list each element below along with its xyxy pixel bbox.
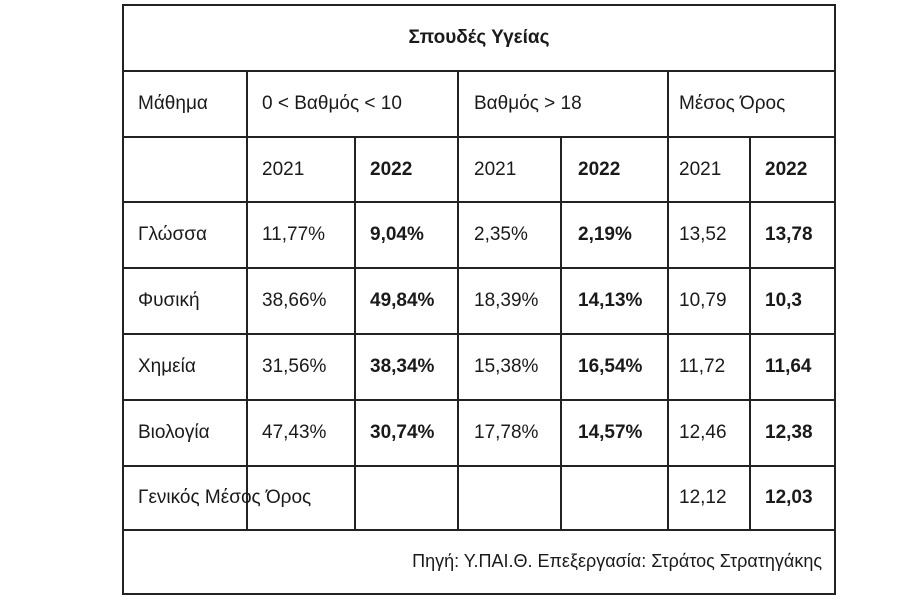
health-studies-table: Σπουδές Υγείας Μάθημα 0 < Βαθμός < 10 Βα… — [122, 4, 836, 595]
table-cell: 2,19% — [578, 224, 632, 245]
header-subject: Μάθημα — [138, 93, 208, 114]
table-title: Σπουδές Υγείας — [408, 27, 550, 48]
table-cell: 10,3 — [765, 290, 802, 311]
table-cell: 12,38 — [765, 422, 813, 443]
table-cell: 47,43% — [262, 422, 327, 443]
table-border — [749, 136, 751, 529]
table-border — [124, 529, 834, 531]
overall-average-2022: 12,03 — [765, 487, 813, 508]
table-border — [354, 136, 356, 529]
table-cell: 38,66% — [262, 290, 327, 311]
table-border — [124, 333, 834, 335]
table-border — [560, 136, 562, 529]
year-2022: 2022 — [765, 158, 808, 180]
subject-chemistry: Χημεία — [138, 356, 196, 377]
year-2022: 2022 — [370, 158, 413, 180]
table-cell: 17,78% — [474, 422, 539, 443]
table-border — [124, 465, 834, 467]
table-cell: 14,57% — [578, 422, 643, 443]
header-average: Μέσος Όρος — [679, 93, 786, 114]
table-cell: 12,46 — [679, 422, 727, 443]
table-cell: 13,52 — [679, 224, 727, 245]
table-border — [124, 399, 834, 401]
year-2022: 2022 — [578, 158, 621, 180]
year-2021: 2021 — [474, 158, 517, 180]
table-border — [124, 70, 834, 72]
table-cell: 9,04% — [370, 224, 424, 245]
table-cell: 11,77% — [262, 224, 326, 245]
table-border — [124, 267, 834, 269]
overall-average-2021: 12,12 — [679, 487, 727, 508]
table-cell: 11,64 — [765, 356, 812, 377]
table-cell: 16,54% — [578, 356, 643, 377]
table-cell: 13,78 — [765, 224, 813, 245]
table-cell: 10,79 — [679, 290, 727, 311]
table-cell: 2,35% — [474, 224, 528, 245]
table-cell: 30,74% — [370, 422, 435, 443]
subject-language: Γλώσσα — [138, 224, 207, 245]
table-border — [457, 70, 459, 529]
table-border — [246, 70, 248, 529]
table-border — [667, 70, 669, 529]
year-2021: 2021 — [262, 158, 305, 180]
table-cell: 14,13% — [578, 290, 643, 311]
header-grade-over-18: Βαθμός > 18 — [474, 93, 582, 114]
table-border — [124, 136, 834, 138]
year-2021: 2021 — [679, 158, 722, 180]
table-cell: 15,38% — [474, 356, 539, 377]
table-cell: 31,56% — [262, 356, 327, 377]
table-cell: 38,34% — [370, 356, 435, 377]
source-note: Πηγή: Υ.ΠΑΙ.Θ. Επεξεργασία: Στράτος Στρα… — [412, 550, 822, 571]
table-cell: 49,84% — [370, 290, 435, 311]
overall-average-label: Γενικός Μέσος Όρος — [138, 487, 312, 508]
table-cell: 18,39% — [474, 290, 539, 311]
subject-biology: Βιολογία — [138, 422, 210, 443]
subject-physics: Φυσική — [138, 290, 200, 311]
table-cell: 11,72 — [679, 356, 726, 377]
header-grade-under-10: 0 < Βαθμός < 10 — [262, 93, 402, 114]
table-border — [124, 201, 834, 203]
